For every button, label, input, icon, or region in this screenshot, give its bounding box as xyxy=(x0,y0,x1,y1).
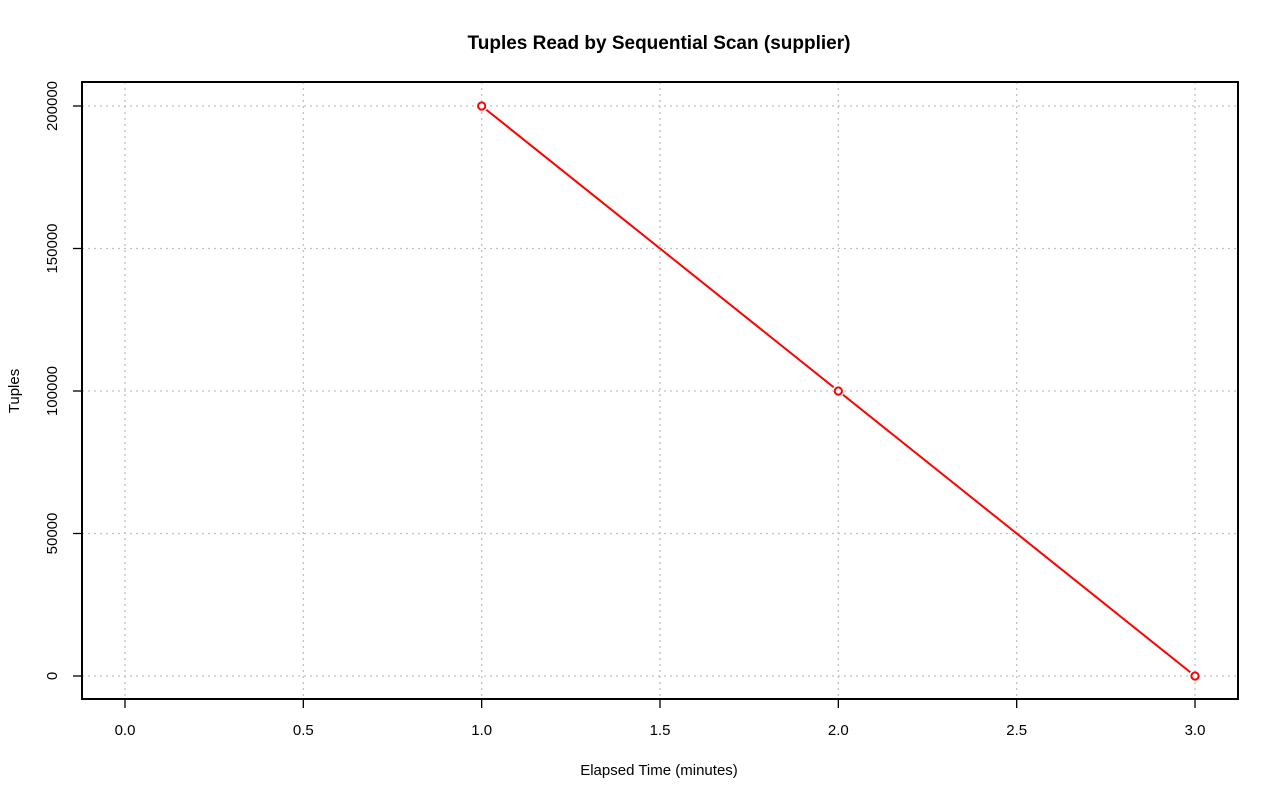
y-tick-label: 0 xyxy=(44,672,61,680)
x-axis-label: Elapsed Time (minutes) xyxy=(580,762,738,779)
data-point xyxy=(833,386,843,396)
x-tick-label: 0.5 xyxy=(293,722,314,739)
grid xyxy=(82,82,1238,699)
axes: 0.0 0.5 1.0 1.5 2.0 2.5 3.0 0 50000 100000 150000 2… xyxy=(44,81,1205,739)
x-tick-label: 2.5 xyxy=(1006,722,1027,739)
y-tick-label: 200000 xyxy=(44,81,61,131)
series-line-segment xyxy=(485,108,835,389)
y-tick-label: 50000 xyxy=(44,513,61,555)
data-point xyxy=(477,101,487,111)
chart-title: Tuples Read by Sequential Scan (supplier… xyxy=(468,33,851,54)
y-tick-label: 100000 xyxy=(44,366,61,416)
series-group xyxy=(477,101,1200,681)
data-point xyxy=(1190,671,1200,681)
x-tick-label: 0.0 xyxy=(115,722,136,739)
x-tick-label: 2.0 xyxy=(828,722,849,739)
x-tick-label: 1.5 xyxy=(650,722,671,739)
y-tick-label: 150000 xyxy=(44,223,61,273)
x-tick-label: 1.0 xyxy=(471,722,492,739)
x-tick-label: 3.0 xyxy=(1185,722,1206,739)
series-line-segment xyxy=(842,393,1191,674)
y-axis-label: Tuples xyxy=(6,369,23,413)
